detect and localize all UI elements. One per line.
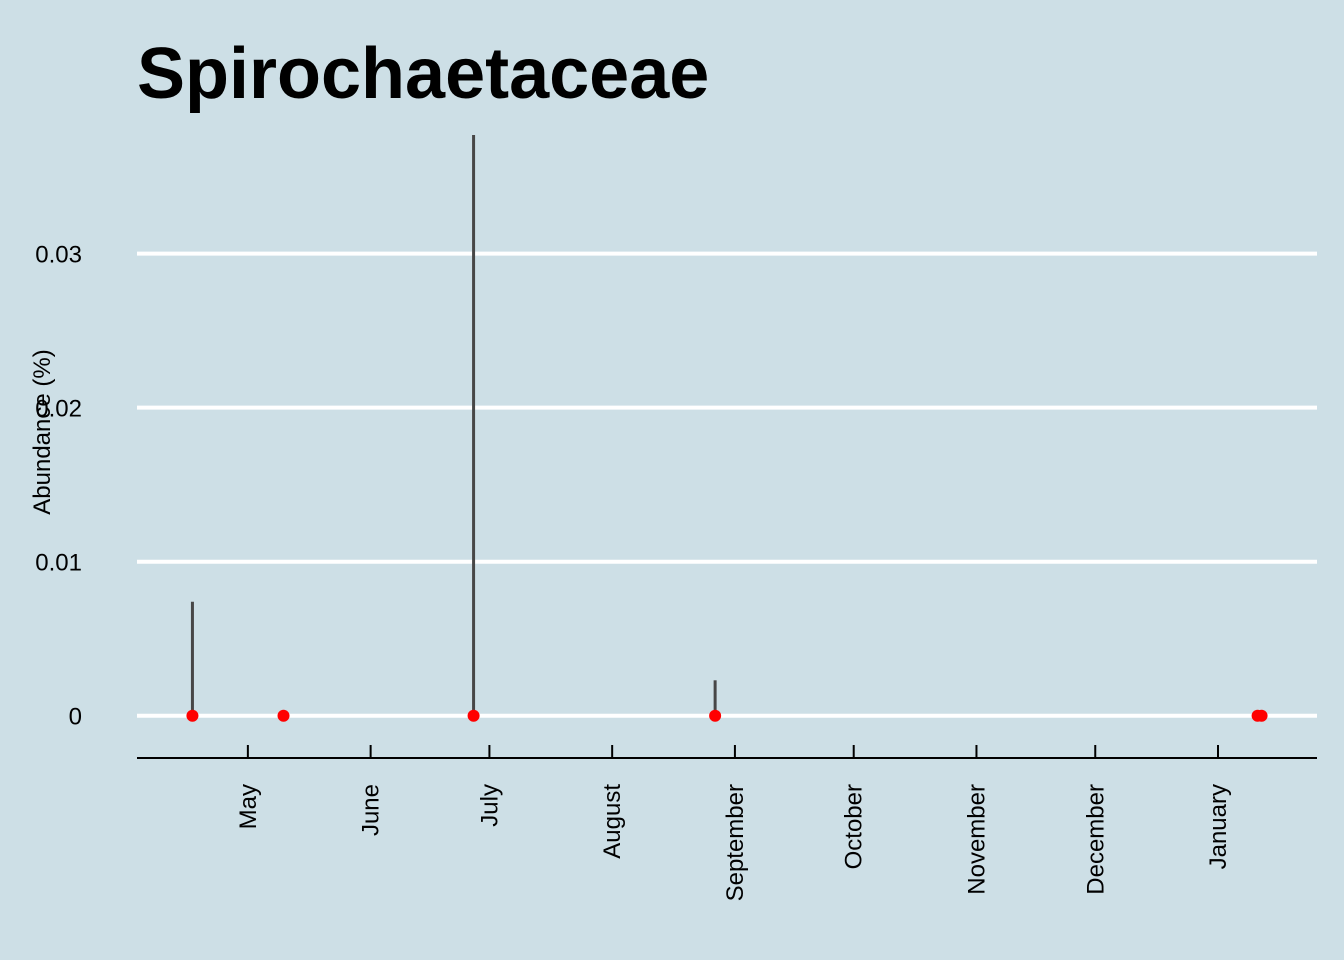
x-tick-label: May — [235, 784, 262, 829]
data-point — [467, 709, 480, 722]
x-tick-label: July — [476, 784, 503, 827]
x-tick-label: June — [358, 784, 385, 836]
x-tick-label: September — [722, 784, 749, 901]
y-tick-label: 0 — [69, 704, 82, 731]
x-tick-label: October — [841, 784, 868, 869]
x-tick-label: November — [963, 784, 990, 895]
x-tick-label: August — [599, 784, 626, 859]
x-tick-label: January — [1205, 784, 1232, 869]
chart-title: Spirochaetaceae — [137, 34, 709, 114]
y-axis-label: Abundance (%) — [29, 349, 56, 514]
x-tick-label: December — [1082, 784, 1109, 895]
y-axis: 0 0.01 0.02 0.03 — [35, 242, 82, 731]
y-tick-label: 0.01 — [35, 550, 82, 577]
data-points — [186, 709, 1268, 722]
data-point — [277, 709, 290, 722]
data-point — [186, 709, 199, 722]
data-point — [709, 709, 722, 722]
x-axis: May June July August September October Novembe… — [235, 745, 1232, 901]
data-point — [1255, 709, 1268, 722]
gridlines — [137, 251, 1317, 718]
y-tick-label: 0.02 — [35, 396, 82, 423]
y-tick-label: 0.03 — [35, 242, 82, 269]
